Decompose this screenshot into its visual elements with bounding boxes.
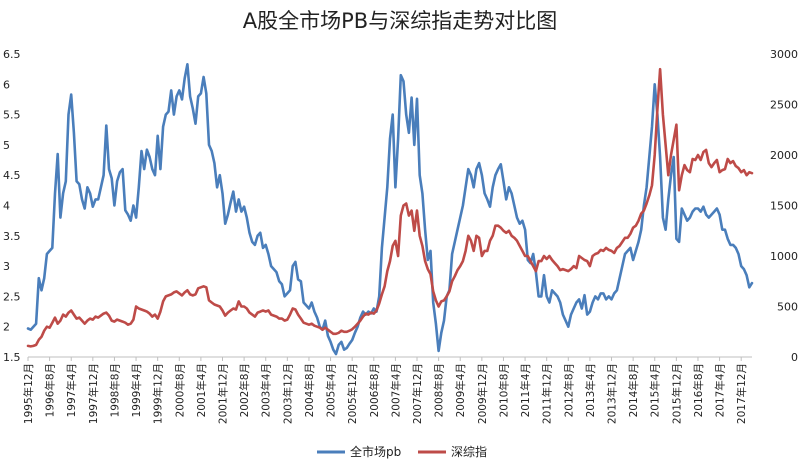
x-tick-label: 2009年12月 [476,363,489,424]
left-tick-label: 3 [3,260,10,273]
left-tick-label: 5.5 [3,109,21,122]
x-tick-label: 2011年12月 [541,363,554,424]
right-tick-label: 2000 [770,149,798,162]
legend-label-szzs: 深综指 [451,444,487,459]
left-tick-label: 2 [3,321,10,334]
x-tick-label: 2016年8月 [692,363,705,417]
x-tick-label: 2013年4月 [584,363,597,417]
left-tick-label: 5 [3,139,10,152]
x-tick-label: 2017年4月 [714,363,727,417]
x-tick-label: 2015年12月 [670,363,683,424]
left-tick-label: 6.5 [3,48,21,61]
series-layer [26,63,754,356]
left-tick-label: 4 [3,200,10,213]
series-line-1 [26,67,754,348]
right-tick-label: 1000 [770,250,798,263]
left-tick-label: 2.5 [3,290,21,303]
x-tick-label: 2005年4月 [325,363,338,417]
series-line-0 [26,63,754,356]
x-tick-label: 1999年4月 [130,363,143,417]
chart-title: A股全市场PB与深综指走势对比图 [243,9,557,33]
right-tick-label: 0 [791,351,798,364]
x-tick-label: 2014年8月 [627,363,640,417]
x-tick-label: 1997年12月 [87,363,100,424]
x-tick-label: 2012年8月 [562,363,575,417]
x-tick-label: 2004年8月 [303,363,316,417]
x-tick-label: 2015年4月 [649,363,662,417]
legend-label-pb: 全市场pb [350,444,401,459]
right-tick-label: 2500 [770,99,798,112]
x-tick-label: 2009年4月 [454,363,467,417]
legend: 全市场pb 深综指 [317,444,487,459]
x-tick-label: 1997年4月 [65,363,78,417]
x-tick-label: 2013年12月 [606,363,619,424]
x-tick-label: 2001年4月 [195,363,208,417]
x-tick-label: 2002年8月 [238,363,251,417]
left-tick-label: 6 [3,78,10,91]
x-axis-ticks: 1995年12月 1996年8月 1997年4月 1997年12月 1998年8月 199… [22,357,748,424]
x-tick-label: 2003年4月 [260,363,273,417]
x-tick-label: 2001年12月 [217,363,230,424]
x-tick-label: 2017年12月 [735,363,748,424]
x-tick-label: 1999年12月 [152,363,165,424]
right-tick-label: 500 [777,301,798,314]
x-tick-label: 2007年4月 [389,363,402,417]
x-tick-label: 2006年8月 [368,363,381,417]
x-tick-label: 2007年12月 [411,363,424,424]
left-axis-ticks: 6.5 6 5.5 5 4.5 4 3.5 3 2.5 2 1.5 [3,48,21,364]
x-tick-label: 1998年8月 [108,363,121,417]
right-tick-label: 1500 [770,200,798,213]
right-axis-ticks: 3000 2500 2000 1500 1000 500 0 [770,48,798,364]
x-tick-label: 2010年8月 [497,363,510,417]
x-tick-label: 2005年12月 [346,363,359,424]
left-tick-label: 1.5 [3,351,21,364]
right-tick-label: 3000 [770,48,798,61]
x-tick-label: 2008年8月 [433,363,446,417]
left-tick-label: 3.5 [3,230,21,243]
x-tick-label: 2000年8月 [173,363,186,417]
x-tick-label: 1996年8月 [44,363,57,417]
x-tick-label: 2003年12月 [281,363,294,424]
left-tick-label: 4.5 [3,169,21,182]
x-tick-label: 2011年4月 [519,363,532,417]
x-tick-label: 1995年12月 [22,363,35,424]
